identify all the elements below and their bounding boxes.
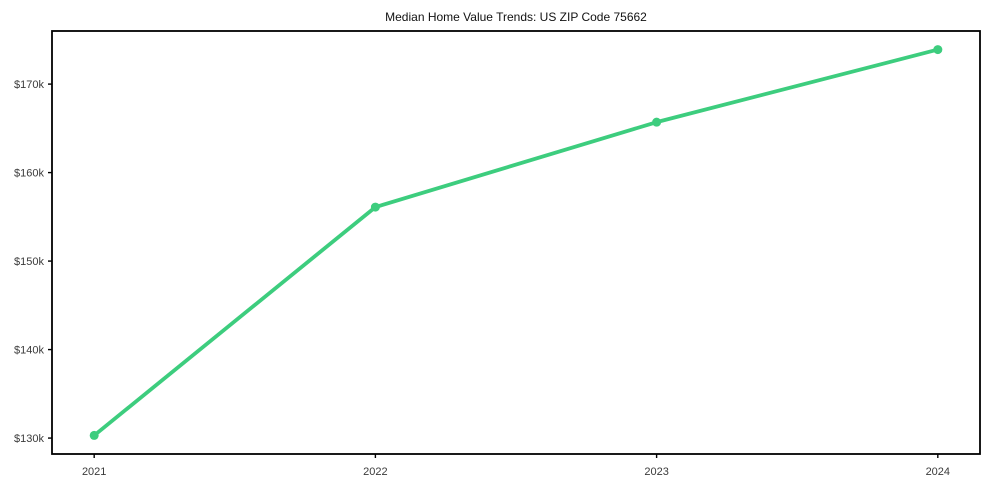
y-tick-label: $160k [14, 168, 44, 180]
x-tick-label: 2024 [926, 466, 950, 478]
y-tick-label: $140k [14, 345, 44, 357]
x-tick-label: 2023 [644, 466, 668, 478]
trend-line [92, 47, 940, 438]
y-tick-label: $150k [14, 256, 44, 268]
data-point-2021 [89, 430, 99, 440]
x-tick-label: 2021 [82, 466, 106, 478]
data-point-2024 [933, 45, 943, 55]
y-tick-label: $130k [14, 433, 44, 445]
data-point-2023 [652, 117, 662, 127]
data-point-2022 [370, 202, 380, 212]
y-tick-label: $170k [14, 79, 44, 91]
plot-border [51, 30, 981, 455]
chart-title: Median Home Value Trends: US ZIP Code 75… [385, 10, 647, 24]
plot-area: $130k $140k $150k $160k $170k 2021 2022 2023 202… [14, 30, 981, 478]
x-tick-label: 2022 [363, 466, 387, 478]
